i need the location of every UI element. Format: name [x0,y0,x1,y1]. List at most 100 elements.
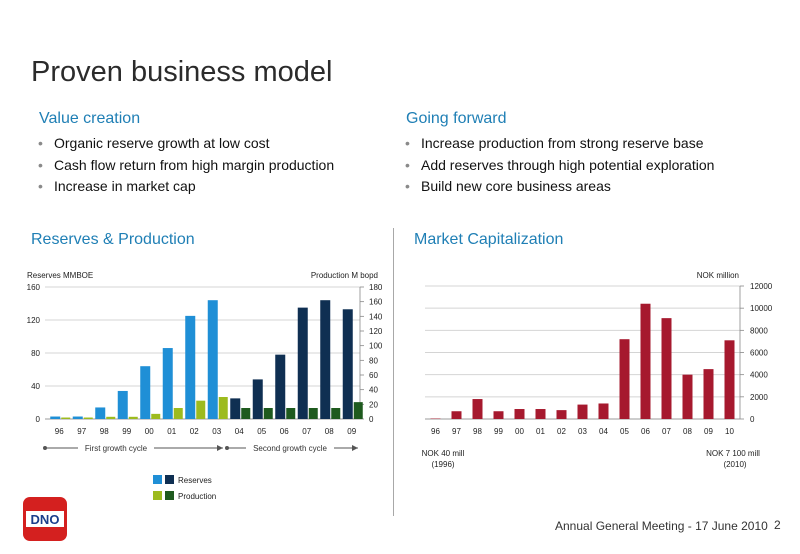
logo-text: DNO [31,512,60,527]
production-bar [151,413,161,419]
reserves-bar [342,309,353,419]
right-tick-label: 100 [369,342,383,351]
bullet-icon: • [405,135,410,151]
x-tick-label: 05 [620,427,629,436]
start-year-annotation: (1996) [431,460,454,469]
market-cap-bar [661,318,672,419]
reserves-bar [140,366,151,419]
x-tick-label: 97 [77,427,86,436]
production-bar [308,408,318,419]
market-cap-bar [619,339,630,419]
market-cap-chart: NOK million02000400060008000100001200096… [422,271,773,469]
legend-label: Reserves [178,476,212,485]
x-tick-label: 00 [145,427,154,436]
y-axis-label: NOK million [697,271,739,280]
reserves-bar [207,300,218,419]
right-tick-label: 40 [369,386,378,395]
left-tick-label: 120 [27,316,41,325]
reserves-bar [72,416,83,419]
end-value-annotation: NOK 7 100 mill [706,449,760,458]
market-cap-bar [724,340,735,419]
reserves-production-chart: Reserves MMBOE Production M bopd040801201… [27,271,383,501]
legend-swatch [153,475,162,484]
left-tick-label: 40 [31,382,40,391]
x-tick-label: 98 [473,427,482,436]
legend-swatch [165,491,174,500]
legend-swatch [153,491,162,500]
production-bar [241,408,251,419]
bullet-icon: • [405,156,410,173]
x-tick-label: 04 [599,427,608,436]
x-tick-label: 03 [578,427,587,436]
market-cap-bar [535,409,546,419]
production-bar [353,402,363,419]
y-tick-label: 10000 [750,304,773,313]
production-bar [83,417,93,419]
x-tick-label: 05 [257,427,266,436]
right-tick-label: 140 [369,312,383,321]
x-tick-label: 04 [235,427,244,436]
first-cycle-label: First growth cycle [85,444,148,453]
x-tick-label: 99 [494,427,503,436]
x-tick-label: 08 [325,427,334,436]
value-creation-heading: Value creation [39,110,141,127]
x-tick-label: 96 [55,427,64,436]
x-tick-label: 02 [190,427,199,436]
reserves-production-heading: Reserves & Production [31,231,195,248]
second-cycle-dot [225,446,229,450]
x-tick-label: 96 [431,427,440,436]
reserves-bar [185,315,196,419]
production-bar [218,397,228,419]
market-cap-bar [682,374,693,419]
page-number: 2 [774,518,781,532]
bullet-icon: • [38,156,43,173]
x-tick-label: 06 [641,427,650,436]
going-forward-heading: Going forward [406,110,507,127]
first-cycle-label-bg [78,442,154,454]
end-year-annotation: (2010) [723,460,746,469]
x-tick-label: 06 [280,427,289,436]
right-tick-label: 160 [369,298,383,307]
x-tick-label: 01 [167,427,176,436]
footer-text: Annual General Meeting - 17 June 2010 [555,519,768,533]
x-tick-label: 99 [122,427,131,436]
x-tick-label: 97 [452,427,461,436]
market-cap-bar [493,411,504,419]
bullet-icon: • [38,135,43,151]
right-tick-label: 0 [369,415,374,424]
reserves-bar [230,398,241,419]
bullet-icon: • [405,178,410,194]
x-tick-label: 07 [662,427,671,436]
right-axis-label: Production M bopd [311,271,378,280]
reserves-bar [162,348,173,419]
y-tick-label: 12000 [750,282,773,291]
reserves-bar [117,390,128,419]
second-cycle-label: Second growth cycle [253,444,327,453]
right-tick-label: 180 [369,283,383,292]
first-cycle-arrowhead [217,445,223,451]
legend-label: Production [178,492,216,501]
reserves-bar [275,354,286,419]
x-tick-label: 02 [557,427,566,436]
section-divider [393,228,394,516]
x-tick-label: 03 [212,427,221,436]
x-tick-label: 10 [725,427,734,436]
start-value-annotation: NOK 40 mill [422,449,465,458]
market-cap-bar [451,411,462,419]
production-bar [128,416,138,419]
slide-title: Proven business model [31,56,333,88]
reserves-bar [252,379,263,419]
left-axis-label: Reserves MMBOE [27,271,93,280]
reserves-bar [297,307,308,419]
y-tick-label: 0 [750,415,755,424]
market-cap-bar [640,303,651,419]
x-tick-label: 00 [515,427,524,436]
x-tick-label: 98 [100,427,109,436]
y-tick-label: 2000 [750,393,768,402]
value-creation-list: • Organic reserve growth at low cost • Cas… [37,133,334,198]
reserves-bar [95,407,106,419]
x-tick-label: 01 [536,427,545,436]
list-item: • Add reserves through high potential exp… [404,155,714,177]
left-tick-label: 0 [36,415,41,424]
right-tick-label: 20 [369,400,378,409]
